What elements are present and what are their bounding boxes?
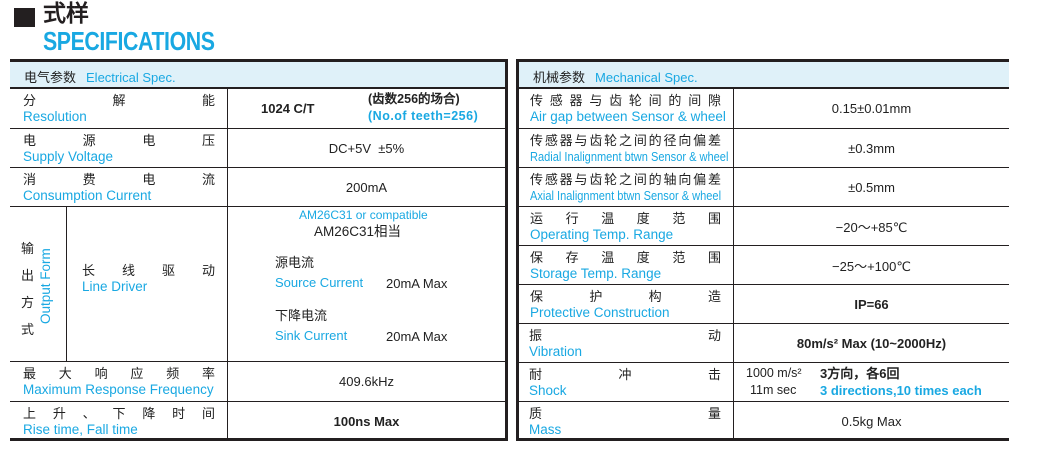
row-consumption: 消费电流 Consumption Current 200mA	[10, 168, 505, 207]
driver-cn: 长线驱动	[82, 263, 215, 278]
title-en: SPECIFICATIONS	[43, 26, 215, 56]
heading-en: Electrical Spec.	[86, 70, 176, 85]
sink-current-en: Sink Current	[275, 328, 348, 343]
value: −25〜+100℃	[832, 258, 911, 274]
label-en: Axial Inalignment btwn Sensor & wheel	[530, 188, 722, 203]
label-en: Shock	[529, 383, 567, 398]
label-cn: 分解能	[23, 93, 215, 108]
heading-cn: 机械参数	[533, 70, 586, 85]
heading-cn: 电气参数	[24, 70, 77, 85]
value: 200mA	[345, 179, 388, 195]
value: ±0.3mm	[848, 140, 895, 156]
label-cn: 消费电流	[23, 172, 215, 187]
value: 409.6kHz	[339, 374, 394, 389]
label-cn: 最大响应频率	[23, 366, 215, 381]
label-cn: 电源电压	[23, 133, 215, 148]
label-en: Mass	[529, 422, 562, 437]
value: IP=66	[854, 296, 889, 312]
label-en: Consumption Current	[23, 188, 152, 203]
title-cn: 式样	[43, 1, 89, 27]
source-current-value: 20mA Max	[386, 276, 448, 291]
row-rise-fall-time: 上升、下降时间 Rise time, Fall time 100ns Max	[10, 402, 505, 441]
output-form-cn: 输出方式	[21, 241, 35, 337]
section-square-icon	[14, 8, 35, 27]
shock-duration: 11m sec	[750, 383, 797, 397]
note-cn: (齿数256的场合)	[368, 92, 460, 106]
label-en: Operating Temp. Range	[530, 227, 674, 242]
label-cn: 上升、下降时间	[23, 406, 215, 421]
source-current-cn: 源电流	[275, 255, 315, 270]
shock-acceleration: 1000 m/s²	[746, 366, 802, 380]
label-en: Vibration	[529, 344, 583, 359]
row-operating-temp: 运行温度范围 Operating Temp. Range −20〜+85℃	[519, 207, 1009, 246]
mechanical-header: 机械参数 Mechanical Spec.	[519, 62, 1009, 89]
label-en: Protective Construction	[530, 305, 670, 320]
electrical-header: 电气参数 Electrical Spec.	[10, 62, 505, 89]
sink-current-value: 20mA Max	[386, 329, 448, 344]
value: ±0.5mm	[848, 179, 895, 195]
label-en: Rise time, Fall time	[23, 422, 138, 437]
value: 1024 C/T	[261, 101, 315, 116]
label-en: Radial Inalignment btwn Sensor & wheel	[530, 149, 729, 164]
row-mass: 质量 Mass 0.5kg Max	[519, 402, 1009, 441]
row-storage-temp: 保存温度范围 Storage Temp. Range −25〜+100℃	[519, 246, 1009, 285]
value: 80m/s² Max (10~2000Hz)	[796, 335, 947, 351]
row-resolution: 分解能 Resolution 1024 C/T (齿数256的场合) (No.of…	[10, 89, 505, 129]
label-en: Resolution	[23, 109, 87, 124]
row-max-response-frequency: 最大响应频率 Maximum Response Frequency 409.6kH…	[10, 362, 505, 402]
label-en: Storage Temp. Range	[530, 266, 662, 281]
shock-note-en: 3 directions,10 times each	[820, 383, 982, 398]
label-cn: 质量	[529, 406, 721, 421]
output-form-en: Output Form	[38, 248, 53, 324]
row-supply-voltage: 电源电压 Supply Voltage DC+5V ±5%	[10, 129, 505, 168]
chip-cn: AM26C31相当	[314, 224, 402, 239]
row-axial-inalignment: 传感器与齿轮之间的轴向偏差 Axial Inalignment btwn Sens…	[519, 168, 1009, 207]
label-cn: 保护构造	[530, 289, 721, 304]
row-air-gap: 传感器与齿轮间的间隙 Air gap between Sensor & wheel…	[519, 89, 1009, 129]
label-cn: 传感器与齿轮之间的轴向偏差	[530, 172, 721, 187]
row-radial-inalignment: 传感器与齿轮之间的径向偏差 Radial Inalignment btwn Sen…	[519, 129, 1009, 168]
row-shock: 耐冲击 Shock 1000 m/s² 11m sec 3方向，各6回 3 dir…	[519, 363, 1009, 402]
value: 0.5kg Max	[841, 414, 902, 429]
label-cn: 振动	[529, 328, 721, 343]
label-en: Air gap between Sensor & wheel	[530, 109, 726, 124]
heading-en: Mechanical Spec.	[595, 70, 698, 85]
label-cn: 耐冲击	[529, 367, 721, 382]
value: DC+5V ±5%	[328, 140, 405, 156]
driver-en: Line Driver	[82, 279, 148, 294]
label-cn: 运行温度范围	[530, 211, 721, 226]
row-protective-construction: 保护构造 Protective Construction IP=66	[519, 285, 1009, 324]
label-cn: 传感器与齿轮间的间隙	[530, 93, 721, 108]
mechanical-spec-table: 机械参数 Mechanical Spec. 传感器与齿轮间的间隙 Air gap b…	[516, 59, 1009, 441]
label-cn: 保存温度范围	[530, 250, 721, 265]
value: −20〜+85℃	[835, 219, 908, 235]
source-current-en: Source Current	[275, 275, 364, 290]
value: 0.15±0.01mm	[831, 101, 912, 116]
sink-current-cn: 下降电流	[275, 308, 328, 323]
value: 100ns Max	[333, 414, 400, 429]
shock-note-cn: 3方向，各6回	[820, 366, 900, 381]
electrical-spec-table: 电气参数 Electrical Spec. 分解能 Resolution 1024 …	[10, 59, 508, 441]
label-cn: 传感器与齿轮之间的径向偏差	[530, 133, 721, 148]
row-vibration: 振动 Vibration 80m/s² Max (10~2000Hz)	[519, 324, 1009, 363]
label-en: Supply Voltage	[23, 149, 114, 164]
chip-en: AM26C31 or compatible	[299, 208, 428, 222]
label-en: Maximum Response Frequency	[23, 382, 214, 397]
note-en: (No.of teeth=256)	[368, 109, 479, 123]
row-output-form: 输出方式 Output Form 长线驱动 Line Driver AM26C31…	[10, 207, 505, 362]
